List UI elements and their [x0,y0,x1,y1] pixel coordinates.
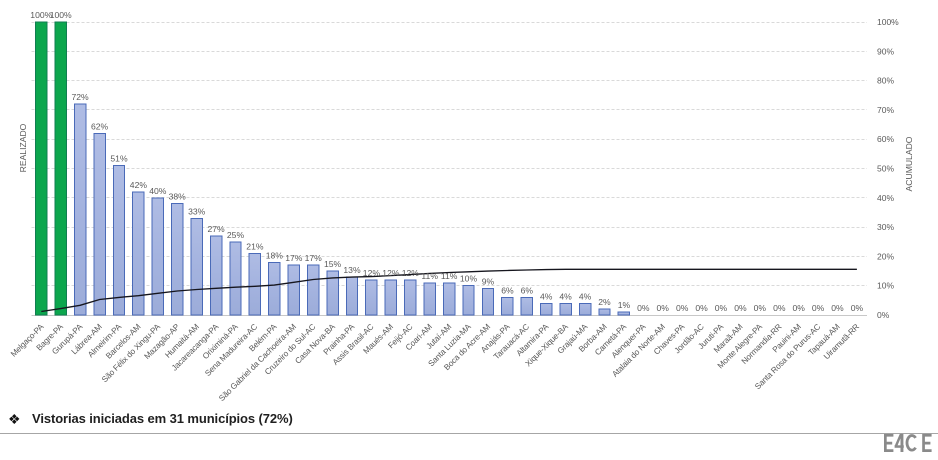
svg-text:1%: 1% [618,300,631,310]
svg-text:18%: 18% [266,250,284,260]
svg-text:38%: 38% [169,192,187,202]
svg-text:0%: 0% [773,303,786,313]
svg-text:0%: 0% [812,303,825,313]
svg-text:4%: 4% [540,291,553,301]
svg-text:0%: 0% [695,303,708,313]
svg-text:100%: 100% [50,10,72,20]
svg-text:60%: 60% [877,134,894,144]
svg-text:17%: 17% [305,253,323,263]
svg-text:REALIZADO: REALIZADO [18,123,28,172]
svg-text:40%: 40% [877,193,894,203]
svg-text:33%: 33% [188,206,206,216]
svg-text:0%: 0% [715,303,728,313]
svg-text:62%: 62% [91,121,109,131]
svg-text:25%: 25% [227,230,245,240]
svg-text:10%: 10% [460,274,478,284]
svg-text:4%: 4% [559,291,572,301]
svg-text:0%: 0% [831,303,844,313]
svg-text:80%: 80% [877,76,894,86]
svg-text:6%: 6% [521,285,534,295]
svg-text:12%: 12% [363,268,381,278]
svg-text:❖: ❖ [8,411,21,427]
svg-text:12%: 12% [402,268,420,278]
svg-text:21%: 21% [246,242,264,252]
svg-text:50%: 50% [877,164,894,174]
svg-text:70%: 70% [877,105,894,115]
svg-text:10%: 10% [877,281,894,291]
svg-text:100%: 100% [30,10,52,20]
svg-text:0%: 0% [637,303,650,313]
svg-text:0%: 0% [754,303,767,313]
svg-text:0%: 0% [656,303,669,313]
svg-text:0%: 0% [676,303,689,313]
svg-text:4%: 4% [579,291,592,301]
svg-text:100%: 100% [877,17,899,27]
svg-text:12%: 12% [382,268,400,278]
svg-text:51%: 51% [110,154,128,164]
svg-text:20%: 20% [877,251,894,261]
svg-text:2%: 2% [598,297,611,307]
svg-text:90%: 90% [877,46,894,56]
svg-text:0%: 0% [734,303,747,313]
svg-text:17%: 17% [285,253,303,263]
svg-text:0%: 0% [851,303,864,313]
svg-text:0%: 0% [792,303,805,313]
svg-text:27%: 27% [207,224,225,234]
svg-text:6%: 6% [501,285,514,295]
svg-text:72%: 72% [71,92,89,102]
svg-text:ACUMULADO: ACUMULADO [904,136,914,191]
svg-text:Vistorias iniciadas em 31 muni: Vistorias iniciadas em 31 municípios (72… [32,411,293,426]
svg-text:40%: 40% [149,186,167,196]
svg-text:30%: 30% [877,222,894,232]
svg-text:42%: 42% [130,180,148,190]
svg-text:11%: 11% [441,271,458,281]
svg-text:15%: 15% [324,259,342,269]
svg-text:0%: 0% [877,310,890,320]
svg-text:13%: 13% [343,265,361,275]
svg-text:11%: 11% [421,271,438,281]
svg-text:9%: 9% [482,277,495,287]
